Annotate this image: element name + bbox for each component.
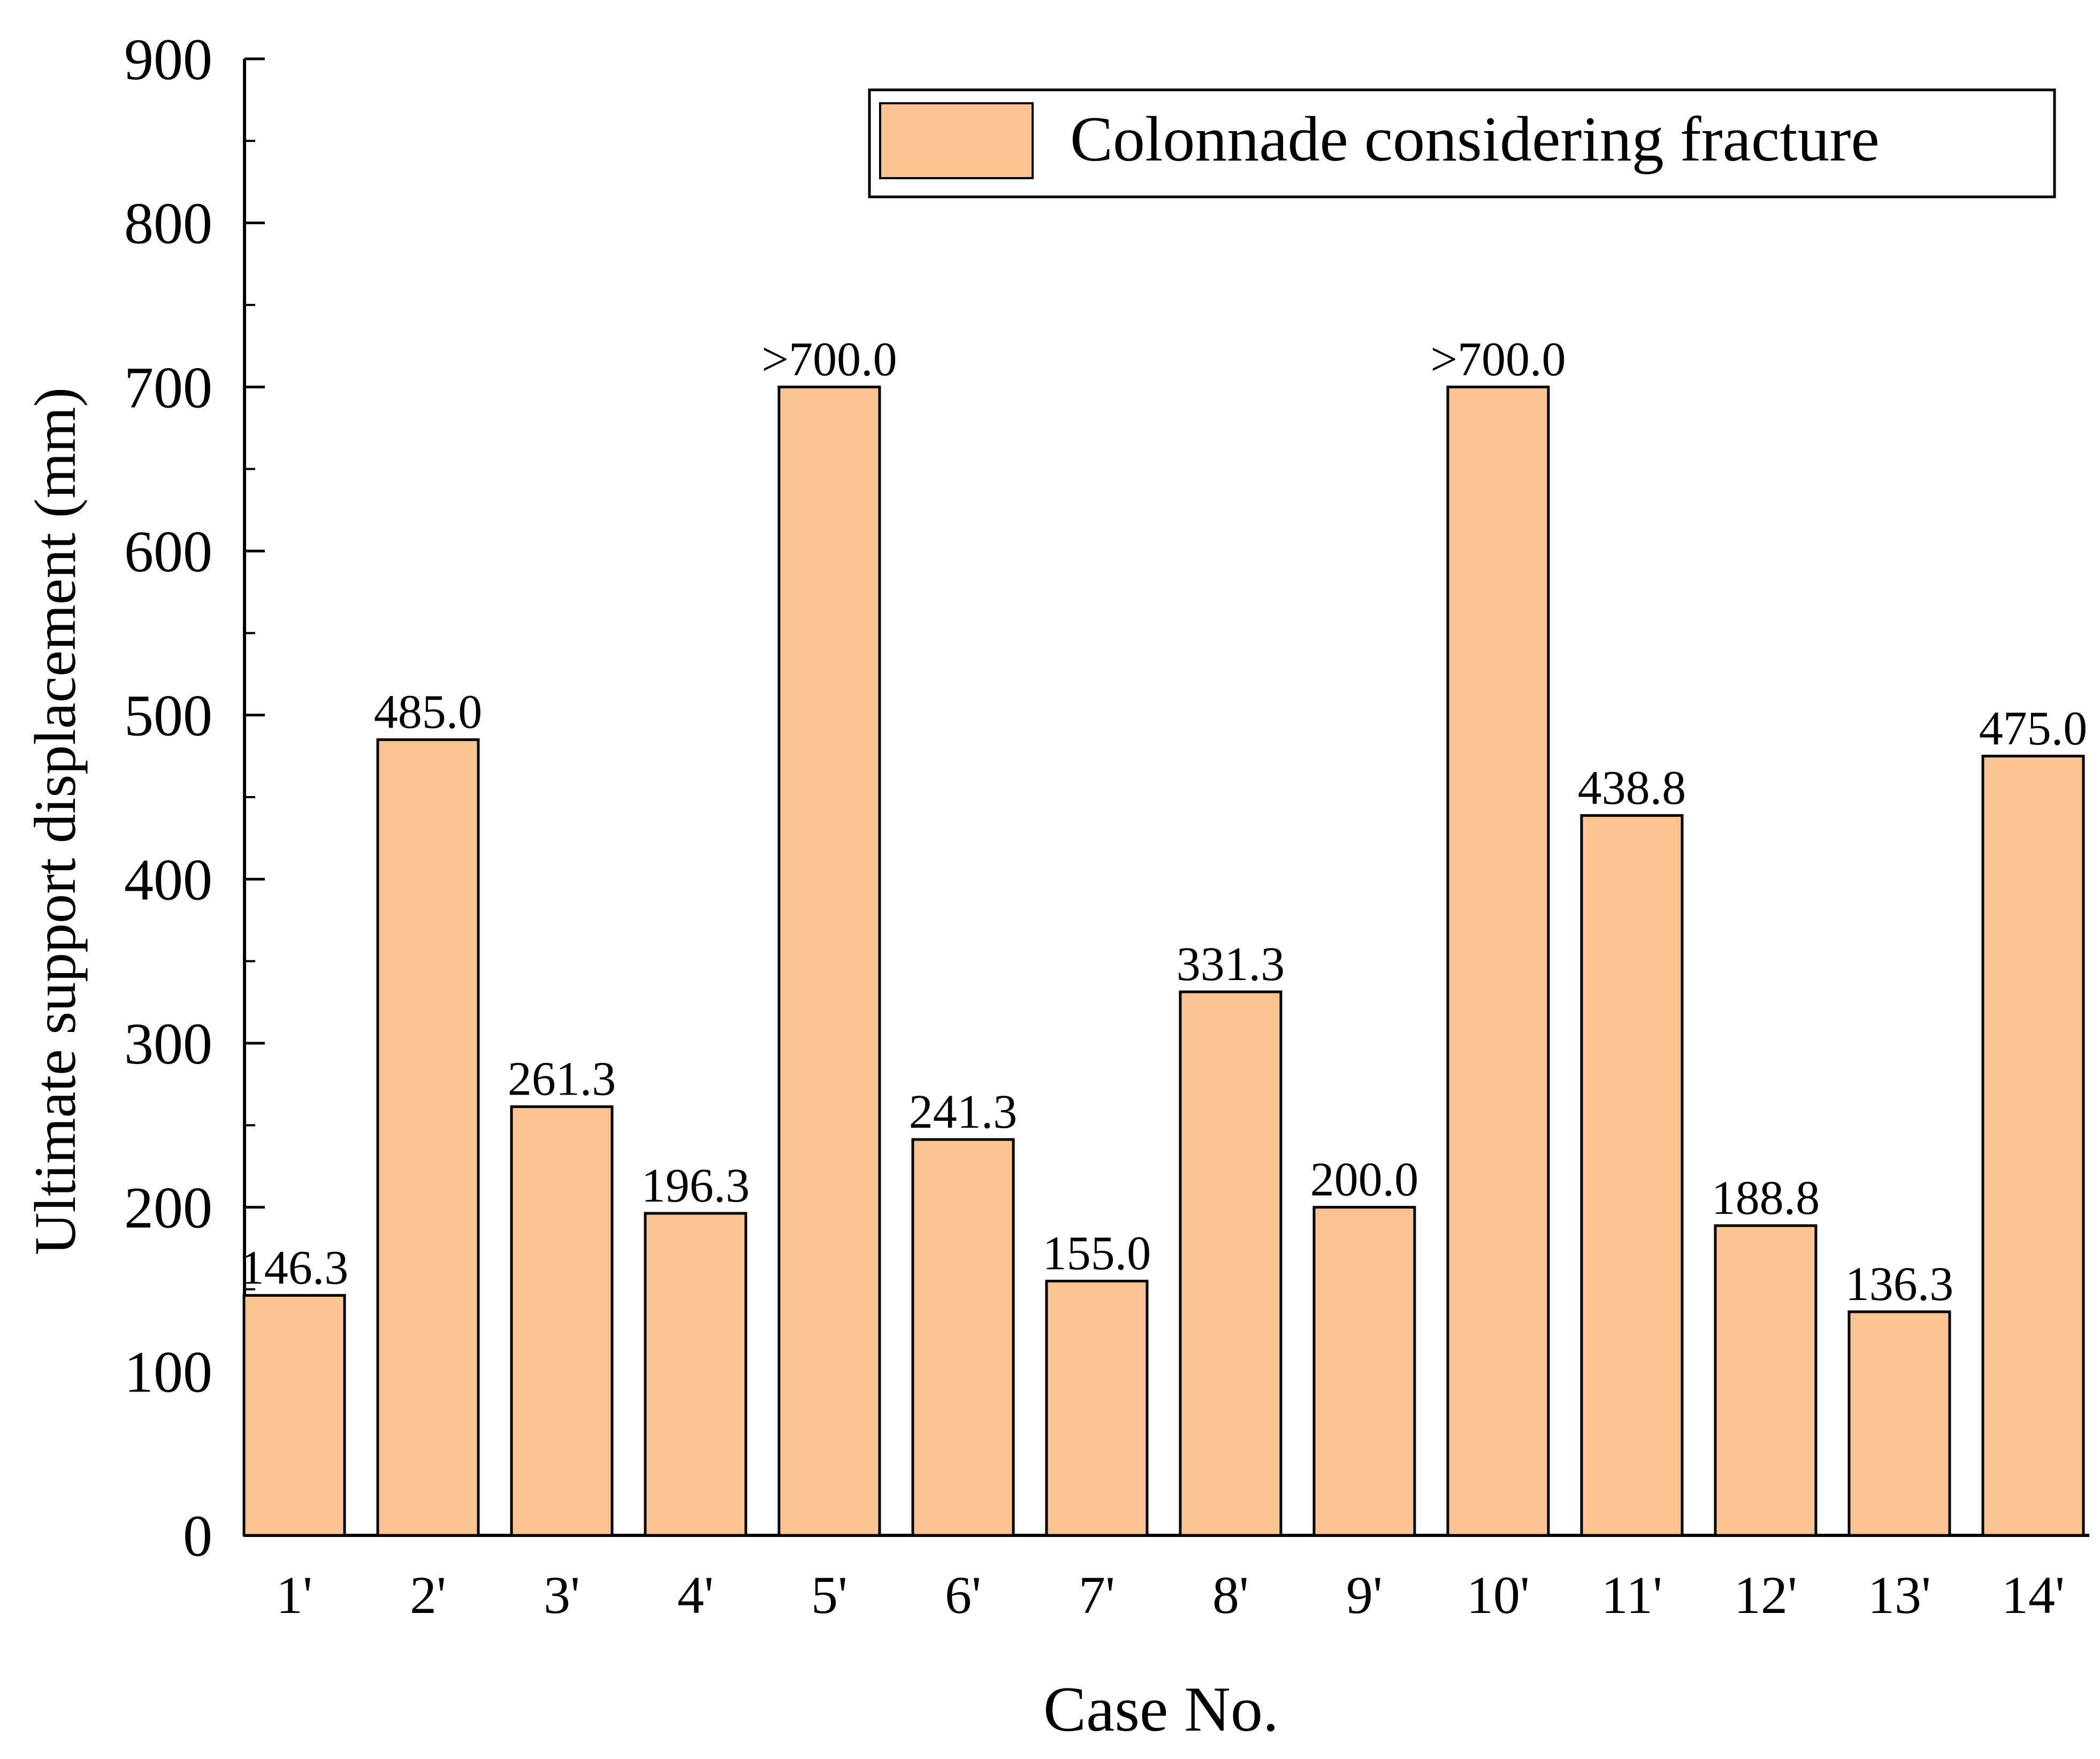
y-tick-label: 900 (124, 27, 212, 92)
bar-data-label: 200.0 (1310, 1153, 1419, 1206)
bar (911, 1138, 1015, 1537)
y-tick-label: 800 (124, 191, 212, 256)
y-tick-label: 700 (124, 355, 212, 420)
bar (1312, 1206, 1416, 1537)
legend-box (868, 88, 2056, 198)
bar-data-label: 136.3 (1845, 1258, 1954, 1311)
bar-data-label: 331.3 (1177, 938, 1285, 991)
bar (1179, 990, 1282, 1537)
x-axis-label: Case No. (1043, 1673, 1279, 1745)
bar-data-label: 475.0 (1979, 702, 2088, 755)
bar-data-label: 485.0 (374, 686, 483, 739)
legend: Colonnade considering fracture (868, 88, 2056, 198)
bar (510, 1105, 614, 1537)
bar (644, 1212, 747, 1537)
x-tick-label: 1' (276, 1565, 312, 1625)
bar (1714, 1224, 1818, 1537)
y-tick-label: 100 (124, 1339, 212, 1404)
x-tick-label: 5' (811, 1565, 847, 1625)
y-tick-label: 300 (124, 1011, 212, 1076)
y-tick-label: 400 (124, 847, 212, 912)
y-tick-label: 0 (183, 1503, 212, 1569)
x-tick-label: 11' (1601, 1565, 1662, 1625)
bar-data-label: >700.0 (1430, 333, 1566, 386)
x-tick-label: 6' (945, 1565, 981, 1625)
bar-data-label: 188.8 (1712, 1172, 1820, 1225)
bar (1580, 814, 1684, 1537)
bar-data-label: 196.3 (642, 1159, 750, 1212)
legend-label: Colonnade considering fracture (1070, 103, 1880, 174)
bar (376, 738, 480, 1537)
bar (1981, 754, 2085, 1537)
legend-swatch (879, 102, 1034, 179)
bar-data-label: 261.3 (508, 1053, 616, 1106)
x-tick-label: 3' (544, 1565, 580, 1625)
bar-data-label: 146.3 (240, 1241, 349, 1294)
x-tick-label: 2' (410, 1565, 446, 1625)
x-tick-label: 14' (2002, 1565, 2065, 1625)
y-tick-label: 200 (124, 1175, 212, 1241)
bar (1045, 1280, 1149, 1537)
bar-data-label: 438.8 (1578, 761, 1686, 814)
bar-data-label: 241.3 (909, 1085, 1018, 1138)
x-tick-label: 8' (1212, 1565, 1249, 1625)
y-axis-label: Ultimate support displacement (mm) (22, 387, 88, 1255)
bar-data-label: >700.0 (761, 333, 897, 386)
x-tick-label: 12' (1734, 1565, 1797, 1625)
x-tick-label: 4' (677, 1565, 714, 1625)
y-tick-label: 500 (124, 683, 212, 748)
bar (1847, 1310, 1951, 1537)
y-tick-label: 600 (124, 519, 212, 584)
bar (777, 385, 881, 1537)
x-tick-label: 13' (1868, 1565, 1931, 1625)
x-tick-label: 10' (1467, 1565, 1530, 1625)
bar (242, 1294, 346, 1537)
plot-area: 0 100 200 300 400 500 600 700 800 900 146.3 1' 485.0… (124, 27, 2089, 1625)
x-tick-label: 9' (1346, 1565, 1383, 1625)
bar (1446, 385, 1550, 1537)
bar-data-label: 155.0 (1043, 1227, 1151, 1280)
x-tick-label: 7' (1079, 1565, 1115, 1625)
